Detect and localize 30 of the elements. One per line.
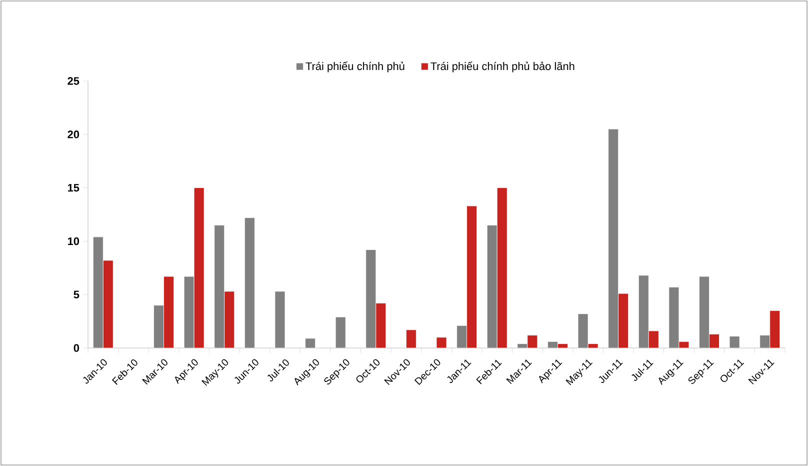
y-tick-label: 0 [74,344,80,352]
bar [608,128,619,348]
y-tick-label: 5 [74,290,80,298]
bar [486,224,498,348]
y-tick-label: 25 [68,77,80,85]
bar [335,316,346,348]
bar [102,260,114,348]
bar [244,218,255,348]
bar [194,188,204,348]
bar [648,330,659,348]
bar [496,188,508,348]
bar [770,310,780,348]
y-tick-label: 10 [68,237,80,246]
bar [699,276,710,348]
bar [466,206,478,348]
legend-label: Trái phiếu chính phủ [306,62,404,72]
bar [164,276,174,348]
bar [376,302,386,348]
bar [406,330,416,348]
bar [456,325,468,348]
y-tick-label: 15 [68,184,80,192]
bar [366,250,376,348]
legend-label: Trái phiếu chính phủ bảo lãnh [430,62,574,72]
bar [638,275,649,348]
bar [154,305,164,348]
bar [618,293,629,348]
y-tick-label: 20 [68,130,80,138]
bar [92,236,104,348]
bar [214,224,225,348]
bar [224,291,235,348]
